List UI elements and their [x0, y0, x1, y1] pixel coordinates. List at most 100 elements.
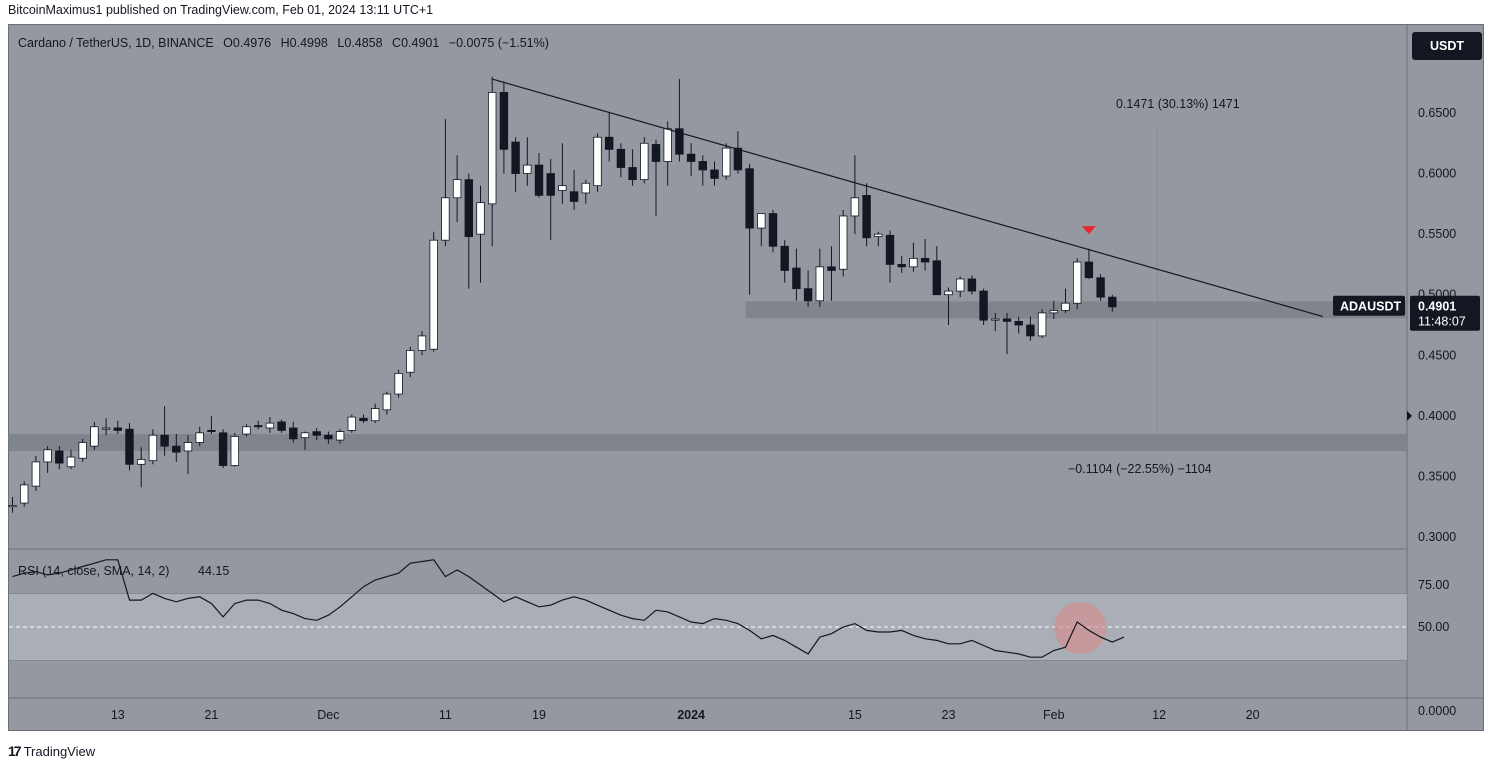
candle-body-up	[394, 373, 403, 395]
candle-body-up	[956, 278, 965, 292]
candle-body-up	[1073, 261, 1082, 304]
candle	[956, 276, 965, 298]
candle	[675, 79, 684, 162]
candle	[499, 81, 509, 174]
candle-body-down	[932, 260, 941, 296]
publisher-line: BitcoinMaximus1 published on TradingView…	[8, 3, 434, 17]
candle-body-up	[523, 164, 532, 174]
candle-body-up	[183, 442, 193, 452]
candle-body-down	[569, 191, 579, 202]
change-value: −0.0075 (−1.51%)	[448, 36, 549, 50]
close-value: 0.4901	[401, 36, 440, 50]
candle	[546, 159, 555, 241]
candle-body-up	[300, 432, 310, 439]
candle	[335, 429, 345, 444]
candle-body-down	[499, 92, 509, 150]
price-tick-label: 0.6000	[1418, 167, 1456, 181]
candle-body-up	[370, 408, 380, 422]
candle	[242, 424, 251, 437]
candle	[66, 449, 76, 470]
candle-body-down	[253, 425, 263, 428]
candle-body-up	[429, 239, 438, 350]
candle-body-up	[452, 179, 462, 199]
currency-button[interactable]: USDT	[1412, 32, 1482, 60]
candle	[523, 137, 532, 186]
candle-body-down	[1014, 320, 1023, 326]
candle	[406, 346, 415, 378]
candle	[1014, 316, 1023, 334]
tradingview-logo[interactable]: 17 TradingView	[8, 743, 95, 759]
candle-body-up	[148, 434, 158, 462]
candle	[476, 185, 485, 283]
candle-body-up	[815, 266, 824, 302]
candle	[733, 131, 743, 174]
candle-body-up	[991, 318, 1000, 321]
candle-body-down	[125, 428, 134, 465]
candle-body-down	[920, 257, 930, 263]
candle-body-up	[487, 92, 497, 205]
candle-body-up	[8, 505, 17, 508]
candle	[78, 438, 87, 462]
time-tick-label: 19	[532, 708, 546, 722]
rsi-current-value: 44.15	[198, 564, 229, 578]
candle-body-down	[1026, 324, 1035, 337]
symbol-name: Cardano / TetherUS, 1D, BINANCE	[18, 36, 214, 50]
close-label: C	[392, 36, 402, 50]
candle	[722, 143, 731, 180]
price-axis-arrow-icon	[1407, 410, 1412, 421]
candle	[932, 246, 941, 296]
candle	[230, 432, 239, 467]
candle-body-down	[862, 194, 871, 239]
candle-body-down	[1084, 261, 1094, 279]
price-tick-label: 0.3000	[1418, 530, 1456, 544]
candle	[183, 435, 193, 475]
candle	[148, 429, 158, 465]
candle-body-down	[312, 431, 321, 436]
candle-body-up	[265, 422, 275, 429]
support-zone	[8, 434, 1407, 451]
candle	[686, 143, 696, 176]
candle-body-down	[686, 153, 696, 162]
candle	[429, 231, 438, 352]
upper-measure-label: 0.1471 (30.13%) 1471	[1116, 97, 1240, 111]
candle	[874, 231, 883, 247]
candle-body-down	[827, 266, 836, 271]
candle	[55, 446, 64, 470]
price-tag-bg	[1410, 295, 1480, 331]
candle-body-down	[628, 167, 637, 181]
candle	[768, 209, 778, 253]
candle-body-down	[511, 141, 520, 174]
candle-body-down	[359, 417, 368, 422]
candle-body-up	[31, 461, 41, 487]
candle	[511, 137, 520, 192]
candle-body-up	[195, 432, 204, 443]
candle-body-up	[909, 257, 918, 268]
candle-body-down	[967, 278, 977, 292]
candle-body-down	[55, 450, 64, 464]
candle	[757, 213, 766, 247]
candle-body-up	[874, 233, 883, 237]
candle	[1061, 288, 1070, 313]
candle-body-up	[850, 197, 860, 217]
candle-body-up	[347, 416, 356, 431]
candle-body-down	[113, 427, 122, 431]
candle	[394, 369, 403, 398]
candle	[218, 429, 228, 468]
candle-body-up	[382, 393, 392, 411]
candle	[979, 288, 988, 325]
descending-trendline	[492, 78, 1324, 318]
candle	[253, 420, 263, 430]
low-label: L	[337, 36, 345, 50]
candle	[43, 446, 52, 473]
candle	[628, 149, 637, 186]
candle	[663, 121, 672, 186]
candle	[90, 421, 99, 450]
price-tick-label: 0.5500	[1418, 227, 1456, 241]
candle	[289, 421, 298, 443]
candle	[651, 139, 661, 216]
candle	[1084, 248, 1094, 279]
candle	[312, 427, 321, 441]
candle	[464, 173, 473, 289]
high-value: 0.4998	[289, 36, 328, 50]
